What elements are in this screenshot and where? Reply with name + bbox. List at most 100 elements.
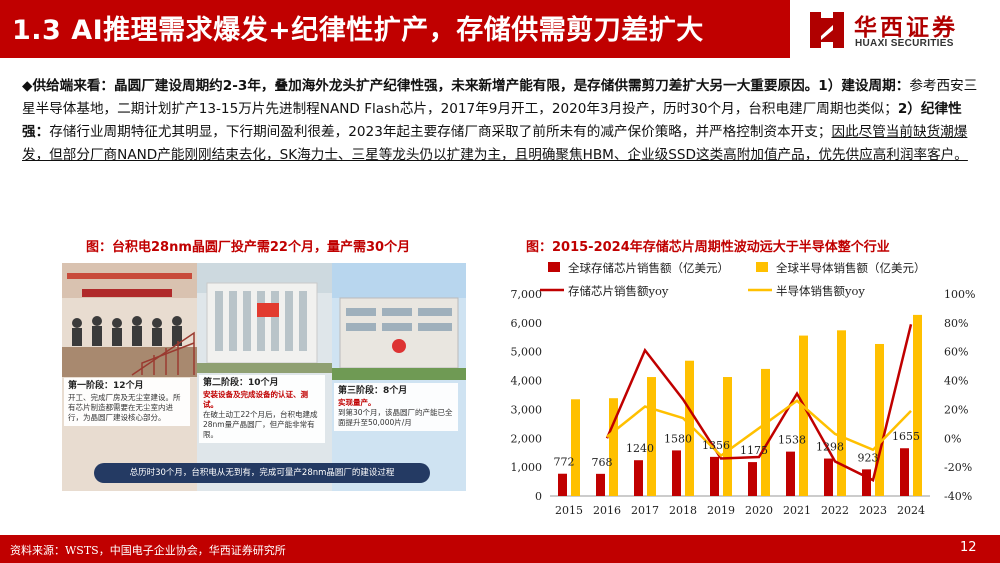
stage-1-box: 第一阶段：12个月 开工、完成厂房及无尘室建设。所有芯片制造都需要在无尘室内进行… [64, 378, 190, 426]
x-tick-label: 2023 [859, 504, 887, 517]
bar [862, 469, 871, 496]
bar [571, 399, 580, 496]
bar [685, 360, 694, 496]
bar [913, 314, 922, 496]
stage-2-title: 第二阶段：10个月 [203, 378, 279, 388]
data-label: 923 [858, 451, 879, 464]
figure-left-caption: 图：台积电28nm晶圆厂投产需22个月，量产需30个月 [86, 240, 411, 255]
bar [761, 368, 770, 496]
timeline-banner: 总历时30个月，台积电从无到有，完成可量产28nm晶圆厂的建设过程 [94, 463, 430, 483]
data-label: 1655 [892, 430, 920, 443]
logo: 华西证券 HUAXI SECURITIES [808, 8, 988, 54]
memory-vs-semiconductor-chart: 0 1,000 2,000 3,000 4,000 5,000 6,000 7,000 -40%… [511, 261, 976, 517]
x-tick-label: 2019 [707, 504, 735, 517]
data-label: 768 [592, 456, 613, 469]
data-label: 772 [554, 456, 575, 469]
y-tick-label: 0 [535, 490, 542, 503]
bar [799, 335, 808, 496]
data-label: 1240 [626, 442, 654, 455]
page-number: 12 [960, 540, 977, 555]
stage-3-photo: 第三阶段：8个月 实现量产。 到第30个月，该晶圆厂的产能已全面提升至50,00… [332, 263, 466, 491]
x-tick-label: 2018 [669, 504, 697, 517]
conclusion-text: 因此尽管当前缺货潮爆发，但部分厂商NAND产能刚刚结束去化，SK海力士、三星等龙… [22, 124, 968, 163]
stage-2-desc: 在破土动工22个月后，台积电建成28nm量产晶圆厂，但产能非常有限。 [203, 410, 318, 439]
footer-bar [0, 535, 1000, 563]
groundbreaking-image [62, 263, 197, 491]
stage-1-desc: 开工、完成厂房及无尘室建设。所有芯片制造都需要在无尘室内进行，为晶圆厂建设核心部… [68, 393, 181, 422]
page-title: 1.3 AI推理需求爆发+纪律性扩产，存储供需剪刀差扩大 [12, 15, 704, 46]
bar [786, 451, 795, 496]
y-tick-label: 2,000 [511, 432, 543, 445]
stage-2-box: 第二阶段：10个月 安装设备及完成设备的认证、测试。 在破土动工22个月后，台积… [199, 375, 325, 443]
logo-name-cn: 华西证券 [854, 14, 958, 41]
bar [710, 456, 719, 496]
bar [634, 460, 643, 496]
x-tick-label: 2017 [631, 504, 659, 517]
source-note: 资料来源：WSTS，中国电子企业协会，华西证券研究所 [10, 544, 286, 557]
logo-name-en: HUAXI SECURITIES [855, 38, 954, 49]
header-bar: 1.3 AI推理需求爆发+纪律性扩产，存储供需剪刀差扩大 [0, 0, 790, 58]
stage-1-photo: 第一阶段：12个月 开工、完成厂房及无尘室建设。所有芯片制造都需要在无尘室内进行… [62, 263, 197, 491]
y2-tick-label: -40% [944, 490, 972, 503]
legend-swatch [756, 262, 768, 272]
bar [875, 343, 884, 496]
y2-tick-label: 80% [944, 317, 968, 330]
fab-construction-figure: 第一阶段：12个月 开工、完成厂房及无尘室建设。所有芯片制造都需要在无尘室内进行… [62, 263, 466, 491]
x-tick-label: 2022 [821, 504, 849, 517]
stage-2-highlight: 安装设备及完成设备的认证、测试。 [203, 390, 308, 409]
x-tick-label: 2015 [555, 504, 583, 517]
x-tick-label: 2021 [783, 504, 811, 517]
y2-tick-label: 20% [944, 403, 968, 416]
bar [900, 448, 909, 496]
y-tick-label: 1,000 [511, 461, 543, 474]
legend-label: 全球存储芯片销售额（亿美元） [568, 261, 729, 275]
x-tick-label: 2024 [897, 504, 925, 517]
y-tick-label: 3,000 [511, 403, 543, 416]
bar [824, 458, 833, 496]
y-tick-label: 5,000 [511, 346, 543, 359]
bar [558, 473, 567, 496]
bar [672, 450, 681, 496]
bar [596, 473, 605, 496]
y2-tick-label: 40% [944, 375, 968, 388]
stage-2-photo: 第二阶段：10个月 安装设备及完成设备的认证、测试。 在破土动工22个月后，台积… [197, 263, 332, 491]
series-line [606, 399, 912, 458]
huaxi-logo-icon [810, 12, 844, 48]
data-label: 1538 [778, 434, 806, 447]
stage-3-highlight: 实现量产。 [338, 398, 376, 407]
legend-label: 全球半导体销售额（亿美元） [776, 261, 926, 275]
stage-3-box: 第三阶段：8个月 实现量产。 到第30个月，该晶圆厂的产能已全面提升至50,00… [334, 383, 458, 431]
bar [609, 398, 618, 496]
x-tick-label: 2016 [593, 504, 621, 517]
point-2-text: 存储行业周期特征尤其明显，下行期间盈利很差，2023年起主要存储厂商采取了前所未… [49, 124, 832, 140]
y2-tick-label: -20% [944, 461, 972, 474]
data-label: 1356 [702, 439, 730, 452]
y-tick-label: 7,000 [511, 288, 543, 301]
bar [748, 462, 757, 496]
stage-3-desc: 到第30个月，该晶圆厂的产能已全面提升至50,000片/月 [338, 408, 453, 427]
legend-label: 存储芯片销售额yoy [568, 284, 669, 298]
bullet-icon: ◆ [22, 78, 33, 94]
legend-swatch [548, 262, 560, 272]
fab-campus-image [332, 263, 466, 491]
y2-tick-label: 60% [944, 346, 968, 359]
point-1-heading: 1）建设周期： [818, 78, 910, 94]
stage-3-title: 第三阶段：8个月 [338, 386, 408, 396]
x-tick-label: 2020 [745, 504, 773, 517]
bar [837, 330, 846, 496]
data-label: 1175 [740, 444, 768, 457]
supply-summary: 供给端来看：晶圆厂建设周期约2-3年，叠加海外龙头扩产纪律性强，未来新增产能有限… [32, 78, 819, 94]
y2-tick-label: 0% [944, 432, 961, 445]
bar [723, 377, 732, 496]
y-tick-label: 4,000 [511, 375, 543, 388]
bar [647, 377, 656, 496]
point-1-text: 参考西安三星半导体基地，二期计划扩产13-15万片先进制程NAND Flash芯… [22, 78, 978, 117]
point-2-heading: 2）纪律性强： [22, 101, 962, 140]
y2-tick-label: 100% [944, 288, 975, 301]
figure-right-caption: 图：2015-2024年存储芯片周期性波动远大于半导体整个行业 [526, 240, 890, 255]
legend-label: 半导体销售额yoy [776, 284, 865, 298]
body-paragraph: ◆供给端来看：晶圆厂建设周期约2-3年，叠加海外龙头扩产纪律性强，未来新增产能有… [22, 75, 982, 167]
data-label: 1298 [816, 441, 844, 454]
series-line [605, 324, 913, 482]
data-label: 1580 [664, 432, 692, 445]
